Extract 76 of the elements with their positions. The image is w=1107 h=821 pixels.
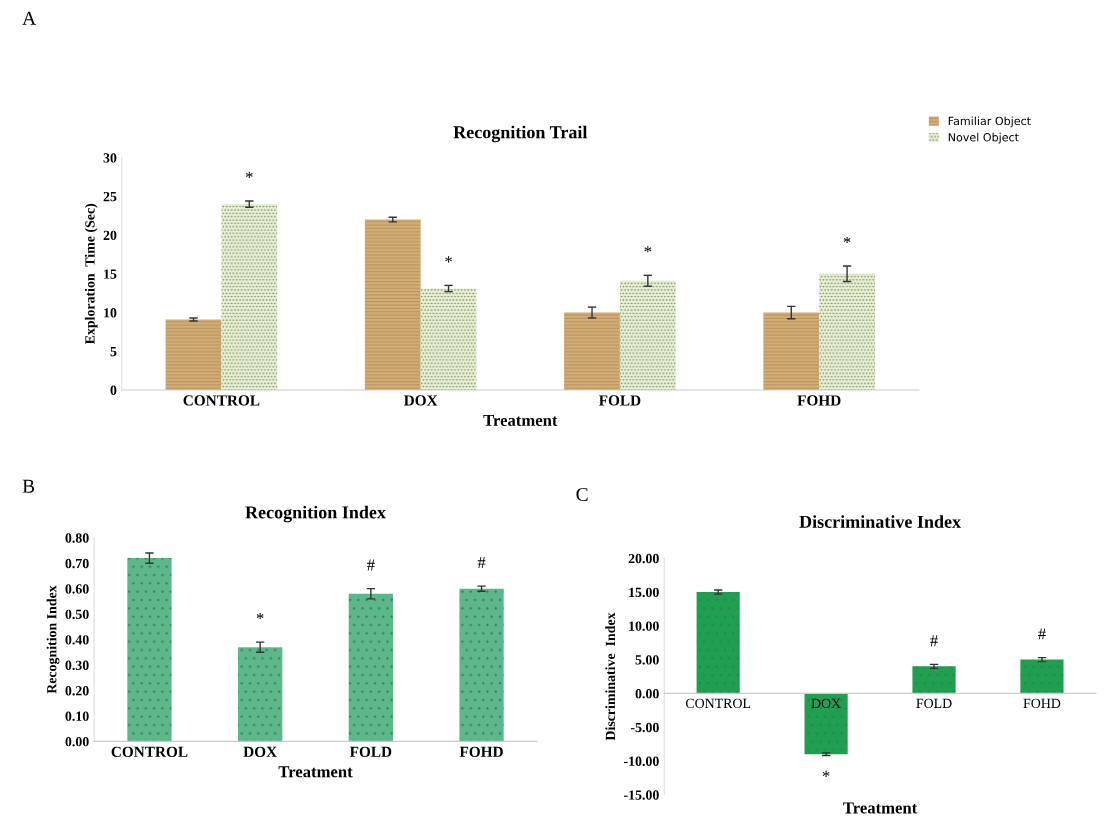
x-axis-title: Treatment [843, 802, 918, 814]
y-tick-label: -10.00 [623, 756, 659, 766]
y-tick-label: 20 [103, 230, 117, 241]
text: C [576, 487, 588, 501]
x-tick-label: FOLD [598, 395, 641, 406]
y-tick-label: -15.00 [623, 790, 659, 800]
annotation: # [366, 559, 375, 571]
bar [696, 592, 740, 694]
bar [364, 219, 421, 390]
bar [127, 558, 172, 742]
x-tick-label: FOLD [916, 698, 952, 709]
chart-title: Discriminative Index [799, 515, 961, 528]
y-tick-label: 20.00 [628, 553, 659, 564]
bar [1020, 659, 1064, 694]
annotation: * [644, 246, 652, 253]
bar [221, 204, 278, 390]
bar [763, 312, 820, 390]
bar [165, 319, 222, 390]
bar [348, 593, 393, 742]
y-axis-title: Recognition Index [46, 585, 60, 694]
bar [564, 312, 620, 390]
legend-label: Novel Object [948, 132, 1019, 144]
y-tick-label: 15.00 [629, 587, 659, 598]
y-tick-label: 0 [110, 385, 117, 395]
bar [912, 666, 956, 694]
x-tick-label: DOX [811, 698, 841, 709]
x-axis-title: Treatment [278, 766, 353, 778]
bar [459, 588, 504, 742]
y-tick-label: 0.60 [65, 584, 89, 594]
y-tick-label: 0.40 [65, 635, 89, 645]
chart-title: Recognition Index [245, 505, 386, 523]
bar [238, 647, 283, 742]
annotation: * [245, 171, 253, 178]
bar [819, 273, 875, 390]
legend-label: Familiar Object [948, 116, 1031, 128]
chart-title: Recognition Trail [453, 125, 588, 143]
y-tick-label: 10.00 [629, 621, 659, 631]
annotation: # [930, 635, 938, 647]
y-axis-title: Discriminative Index [605, 612, 616, 741]
x-tick-label: FOHD [797, 395, 841, 406]
y-axis-title: Exploration Time (Sec) [84, 203, 98, 345]
y-tick-label: 0.00 [635, 688, 659, 699]
x-tick-label: DOX [243, 746, 277, 757]
y-tick-label: 15 [104, 269, 117, 279]
x-tick-label: FOLD [349, 746, 392, 757]
bar [804, 693, 848, 755]
y-tick-label: 5 [110, 346, 117, 357]
annotation: # [477, 556, 486, 568]
x-tick-label: FOHD [1023, 698, 1061, 709]
annotation: * [256, 612, 264, 620]
y-tick-label: 25 [103, 191, 117, 202]
y-tick-label: 5.00 [635, 655, 659, 665]
x-tick-label: DOX [403, 395, 438, 406]
y-tick-label: 30 [103, 153, 117, 163]
text: A [22, 11, 37, 25]
x-tick-label: FOHD [459, 746, 503, 757]
bar [420, 288, 477, 390]
y-tick-label: 10 [104, 308, 117, 318]
annotation: # [1038, 628, 1046, 640]
x-tick-label: CONTROL [111, 746, 188, 757]
y-tick-label: 0.70 [65, 558, 89, 569]
text: B [22, 479, 35, 493]
y-tick-label: 0.20 [65, 686, 89, 696]
y-tick-label: 0.30 [65, 660, 89, 671]
annotation: * [445, 256, 452, 263]
y-tick-label: 0.50 [65, 609, 89, 620]
y-tick-label: -5.00 [630, 722, 659, 733]
bar [619, 280, 676, 390]
x-tick-label: CONTROL [685, 698, 751, 709]
x-tick-label: CONTROL [183, 395, 260, 406]
y-tick-label: 0.10 [65, 711, 89, 721]
y-tick-label: 0.00 [65, 736, 89, 747]
annotation: * [822, 770, 830, 777]
x-axis-title: Treatment [483, 414, 558, 426]
annotation: * [843, 236, 851, 244]
y-tick-label: 0.80 [65, 533, 89, 543]
